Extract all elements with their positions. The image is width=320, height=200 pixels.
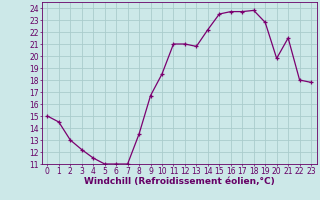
X-axis label: Windchill (Refroidissement éolien,°C): Windchill (Refroidissement éolien,°C) [84, 177, 275, 186]
